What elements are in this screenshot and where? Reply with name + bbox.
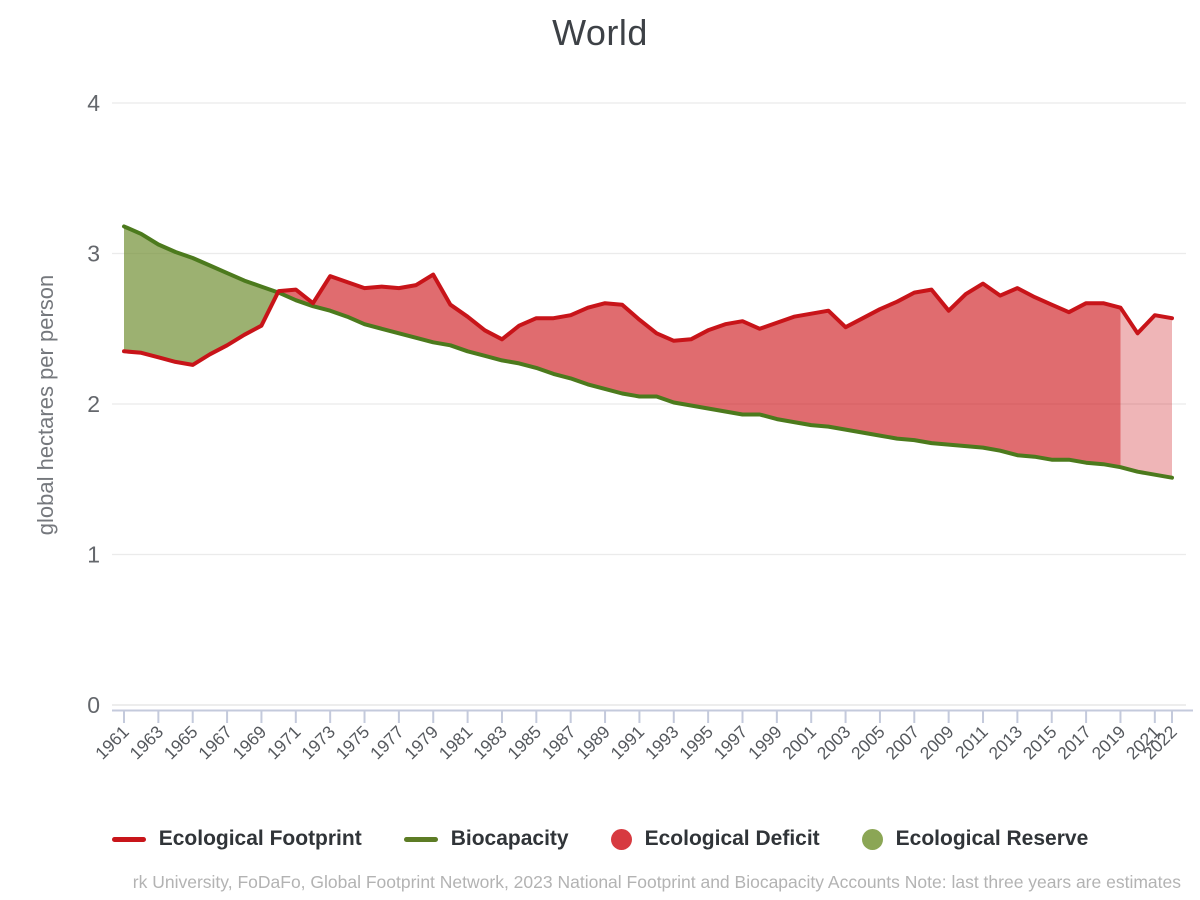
x-tick-label-2005: 2005 xyxy=(847,722,889,764)
x-tick-label-1967: 1967 xyxy=(194,722,236,764)
x-tick-label-1991: 1991 xyxy=(607,722,649,764)
source-attribution-note: rk University, FoDaFo, Global Footprint … xyxy=(132,872,1181,892)
x-tick-label-2019: 2019 xyxy=(1088,722,1130,764)
legend-item-ecological-deficit[interactable]: Ecological Deficit xyxy=(610,827,820,851)
legend-label: Ecological Footprint xyxy=(158,827,362,850)
x-tick-label-1975: 1975 xyxy=(332,722,374,764)
page-title: World xyxy=(552,12,648,53)
x-tick-label-2017: 2017 xyxy=(1053,722,1095,764)
reserve-circle-swatch-icon xyxy=(861,828,883,850)
x-tick-label-1993: 1993 xyxy=(641,722,683,764)
legend-label: Ecological Reserve xyxy=(895,827,1089,850)
ecological-deficit-estimate-area xyxy=(1120,307,1172,478)
biocapacity-line-swatch-icon xyxy=(403,836,438,842)
x-tick-label-1989: 1989 xyxy=(572,722,614,764)
ecological-deficit-area xyxy=(278,274,1121,468)
y-tick-label-3: 3 xyxy=(87,241,100,267)
x-tick-label-1995: 1995 xyxy=(675,722,717,764)
x-tick-label-1969: 1969 xyxy=(229,722,271,764)
x-tick-label-1961: 1961 xyxy=(91,722,133,764)
y-tick-label-2: 2 xyxy=(87,391,100,417)
x-tick-label-1971: 1971 xyxy=(263,722,305,764)
x-tick-label-1963: 1963 xyxy=(126,722,168,764)
x-tick-label-1973: 1973 xyxy=(297,722,339,764)
biocapacity-line xyxy=(122,224,1174,480)
footprint-line-swatch-icon xyxy=(111,836,146,842)
ecological-reserve-area xyxy=(124,226,278,365)
x-tick-label-2011: 2011 xyxy=(951,722,992,763)
ecological-footprint-line xyxy=(122,272,1174,367)
deficit-circle-swatch-icon xyxy=(610,828,632,850)
legend-item-ecological-reserve[interactable]: Ecological Reserve xyxy=(861,827,1089,851)
x-tick-label-2003: 2003 xyxy=(813,722,855,764)
x-tick-label-2013: 2013 xyxy=(985,722,1027,764)
y-tick-label-4: 4 xyxy=(87,90,100,116)
chart-svg: 0123419611963196519671969197119731975197… xyxy=(87,90,1193,764)
y-tick-label-0: 0 xyxy=(87,692,100,718)
x-tick-label-1987: 1987 xyxy=(538,722,580,764)
x-tick-label-1965: 1965 xyxy=(160,722,202,764)
x-tick-label-1999: 1999 xyxy=(744,722,786,764)
legend-label: Ecological Deficit xyxy=(644,827,820,850)
x-tick-label-1997: 1997 xyxy=(710,722,752,764)
legend: Ecological Footprint Biocapacity Ecologi… xyxy=(0,820,1200,858)
legend-item-biocapacity[interactable]: Biocapacity xyxy=(403,827,569,851)
legend-item-ecological-footprint[interactable]: Ecological Footprint xyxy=(111,827,362,851)
x-tick-label-1981: 1981 xyxy=(435,722,477,764)
legend-label: Biocapacity xyxy=(450,827,569,850)
x-tick-label-1985: 1985 xyxy=(503,722,545,764)
y-tick-label-1: 1 xyxy=(87,542,100,568)
x-tick-label-2009: 2009 xyxy=(916,722,958,764)
x-tick-label-1983: 1983 xyxy=(469,722,511,764)
x-tick-label-2015: 2015 xyxy=(1019,722,1061,764)
x-tick-label-1977: 1977 xyxy=(366,722,408,764)
x-tick-label-1979: 1979 xyxy=(400,722,442,764)
x-tick-label-2001: 2001 xyxy=(778,722,820,764)
x-tick-label-2007: 2007 xyxy=(881,722,923,764)
